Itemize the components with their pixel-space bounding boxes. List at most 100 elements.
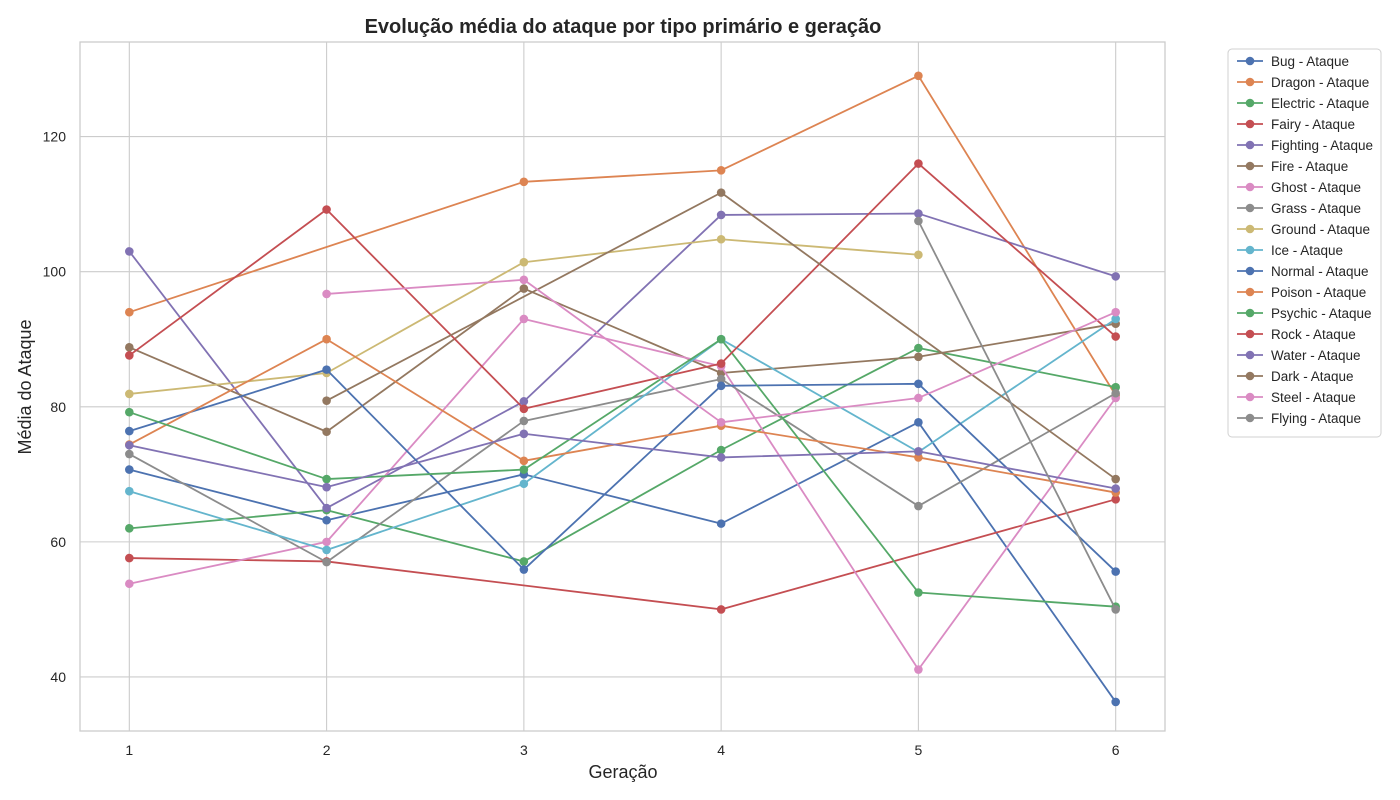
x-tick-label: 6 bbox=[1112, 742, 1120, 758]
legend-item: Normal - Ataque bbox=[1237, 264, 1369, 279]
data-point bbox=[519, 404, 529, 414]
series-line bbox=[129, 498, 1116, 611]
data-point bbox=[716, 605, 726, 614]
series-line bbox=[129, 421, 1117, 703]
legend-marker bbox=[1245, 350, 1255, 360]
data-point bbox=[1111, 697, 1120, 707]
series-fighting bbox=[125, 209, 1120, 513]
legend-label: Electric - Ataque bbox=[1271, 96, 1369, 111]
series-line bbox=[129, 318, 1117, 551]
series-layer bbox=[125, 71, 1120, 707]
legend-marker bbox=[1245, 413, 1255, 423]
legend-item: Fighting - Ataque bbox=[1237, 138, 1373, 153]
legend-marker bbox=[1245, 140, 1255, 150]
data-point bbox=[322, 427, 331, 437]
legend-item: Electric - Ataque bbox=[1237, 96, 1369, 111]
data-point bbox=[125, 426, 134, 436]
series-dark bbox=[322, 188, 1120, 484]
data-point bbox=[125, 579, 134, 589]
legend-item: Ground - Ataque bbox=[1237, 222, 1370, 237]
data-point bbox=[125, 440, 134, 450]
data-point bbox=[322, 334, 331, 344]
legend-label: Poison - Ataque bbox=[1271, 285, 1366, 300]
data-point bbox=[914, 216, 923, 226]
legend-label: Ice - Ataque bbox=[1271, 243, 1343, 258]
data-point bbox=[519, 429, 529, 439]
legend-label: Fairy - Ataque bbox=[1271, 117, 1355, 132]
series-line bbox=[128, 162, 1117, 410]
y-tick-label: 60 bbox=[50, 534, 66, 550]
legend-item: Fairy - Ataque bbox=[1237, 117, 1355, 132]
legend-marker bbox=[1245, 203, 1255, 213]
data-point bbox=[125, 351, 134, 360]
legend-marker bbox=[1245, 371, 1255, 381]
data-point bbox=[716, 188, 726, 197]
legend: Bug - Ataque Dragon - Ataque Electric - At… bbox=[1227, 48, 1382, 438]
x-tick-label: 5 bbox=[915, 742, 923, 758]
data-point bbox=[519, 465, 529, 474]
x-tick-label: 4 bbox=[717, 742, 725, 758]
legend-marker bbox=[1245, 287, 1255, 297]
legend-item: Water - Ataque bbox=[1237, 348, 1361, 363]
data-point bbox=[914, 250, 923, 260]
data-point bbox=[322, 537, 331, 547]
data-point bbox=[914, 665, 923, 674]
data-point bbox=[914, 501, 923, 511]
legend-label: Dragon - Ataque bbox=[1271, 75, 1369, 90]
data-point bbox=[519, 479, 529, 489]
legend-label: Water - Ataque bbox=[1271, 348, 1361, 363]
data-point bbox=[125, 407, 134, 417]
data-point bbox=[322, 396, 331, 405]
y-tick-label: 80 bbox=[50, 399, 66, 415]
series-line bbox=[128, 287, 1116, 433]
series-line bbox=[129, 338, 1116, 608]
data-point bbox=[125, 486, 134, 496]
legend-marker bbox=[1245, 77, 1255, 87]
data-point bbox=[322, 545, 331, 555]
legend-item: Dark - Ataque bbox=[1237, 369, 1354, 384]
data-point bbox=[716, 519, 726, 528]
y-axis-ticks: 40 60 80 100 120 bbox=[43, 129, 67, 685]
legend-label: Ground - Ataque bbox=[1271, 222, 1370, 237]
legend-item: Flying - Ataque bbox=[1237, 411, 1361, 426]
data-point bbox=[914, 343, 923, 353]
data-point bbox=[716, 381, 726, 391]
series-flying bbox=[914, 216, 1120, 614]
x-axis-label: Geração bbox=[588, 762, 657, 782]
y-tick-label: 100 bbox=[43, 264, 67, 280]
legend-item: Ghost - Ataque bbox=[1237, 180, 1361, 195]
data-point bbox=[914, 418, 923, 427]
data-point bbox=[125, 247, 134, 256]
legend-label: Fighting - Ataque bbox=[1271, 138, 1373, 153]
legend-label: Psychic - Ataque bbox=[1271, 306, 1372, 321]
data-point bbox=[322, 205, 331, 214]
legend-label: Flying - Ataque bbox=[1271, 411, 1361, 426]
data-point bbox=[519, 456, 529, 466]
data-point bbox=[914, 393, 923, 403]
data-point bbox=[716, 445, 726, 455]
legend-label: Rock - Ataque bbox=[1271, 327, 1356, 342]
legend-label: Bug - Ataque bbox=[1271, 54, 1349, 69]
legend-marker bbox=[1245, 329, 1255, 339]
data-point bbox=[125, 524, 134, 533]
data-point bbox=[322, 289, 331, 299]
legend-label: Dark - Ataque bbox=[1271, 369, 1354, 384]
series-line bbox=[128, 378, 1117, 564]
series-grass bbox=[125, 374, 1120, 567]
data-point bbox=[1111, 605, 1120, 614]
data-point bbox=[322, 474, 331, 484]
data-point bbox=[519, 416, 529, 426]
data-point bbox=[322, 482, 331, 492]
legend-label: Grass - Ataque bbox=[1271, 201, 1361, 216]
legend-item: Dragon - Ataque bbox=[1237, 75, 1369, 90]
legend-marker bbox=[1245, 266, 1255, 276]
series-line bbox=[129, 318, 1117, 671]
data-point bbox=[914, 209, 923, 218]
data-point bbox=[1111, 495, 1120, 504]
data-point bbox=[125, 449, 134, 459]
data-point bbox=[125, 553, 134, 563]
data-point bbox=[914, 379, 923, 389]
plot-area bbox=[79, 41, 1166, 732]
data-point bbox=[716, 210, 726, 220]
data-point bbox=[914, 159, 923, 168]
